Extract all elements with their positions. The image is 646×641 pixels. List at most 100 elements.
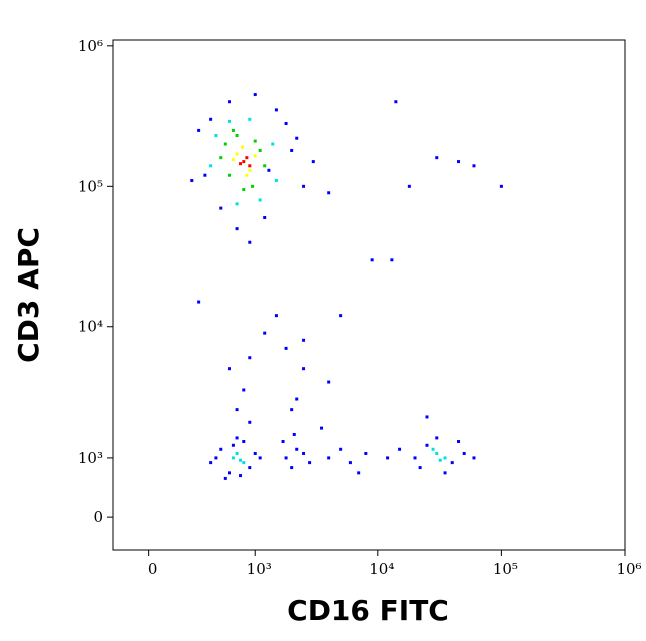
event-dot	[241, 145, 245, 149]
event-dot	[197, 128, 201, 132]
event-dot	[248, 420, 252, 424]
event-dot	[242, 439, 246, 443]
event-dot	[251, 184, 255, 188]
event-dot	[450, 461, 454, 465]
event-dot	[258, 148, 262, 152]
y-axis-label: CD3 APC	[12, 227, 45, 363]
event-dot	[235, 227, 239, 231]
event-dot	[302, 451, 306, 455]
event-dot	[223, 142, 227, 146]
event-dot	[274, 314, 278, 318]
event-dot	[284, 456, 288, 460]
event-dot	[327, 380, 331, 384]
event-dot	[239, 474, 243, 478]
event-dot	[274, 179, 278, 183]
event-dot	[339, 447, 343, 451]
event-dot	[327, 191, 331, 195]
event-dot	[263, 216, 267, 220]
event-dot	[235, 134, 239, 138]
event-dot	[231, 128, 235, 132]
event-dot	[214, 134, 218, 138]
event-dot	[203, 173, 207, 177]
event-dot	[364, 451, 368, 455]
event-dot	[290, 408, 294, 412]
x-tick-label: 10⁵	[493, 560, 518, 578]
event-dot	[435, 156, 439, 160]
event-dot	[435, 451, 439, 455]
event-dot	[290, 148, 294, 152]
event-dot	[295, 447, 299, 451]
event-dot	[253, 139, 257, 143]
event-dot	[248, 356, 252, 360]
event-dot	[263, 331, 267, 335]
event-dot	[472, 456, 476, 460]
event-dot	[248, 117, 252, 121]
event-dot	[327, 456, 331, 460]
event-dot	[295, 397, 299, 401]
event-dot	[413, 456, 417, 460]
event-dot	[242, 187, 246, 191]
event-dot	[431, 447, 435, 451]
x-tick-label: 10⁴	[369, 560, 394, 578]
event-dot	[235, 408, 239, 412]
event-dot	[425, 415, 429, 419]
x-tick-label: 10⁶	[616, 560, 641, 578]
event-dot	[219, 206, 223, 210]
event-dot	[223, 476, 227, 480]
y-tick-label: 10³	[78, 449, 103, 467]
event-dot	[245, 173, 249, 177]
event-dot	[348, 461, 352, 465]
plot-frame	[112, 39, 626, 551]
event-dot	[209, 461, 213, 465]
y-tick-label: 10⁵	[78, 177, 103, 195]
event-dot	[258, 198, 262, 202]
event-dot	[499, 184, 503, 188]
event-dot	[209, 164, 213, 168]
event-dot	[227, 173, 231, 177]
event-dot	[263, 164, 267, 168]
event-dot	[227, 100, 231, 104]
event-dot	[295, 136, 299, 140]
x-tick-label: 10³	[247, 560, 272, 578]
event-dot	[320, 426, 324, 430]
event-dot	[253, 451, 257, 455]
event-dot	[271, 142, 275, 146]
event-dot	[390, 258, 394, 262]
event-dot	[235, 202, 239, 206]
event-dot	[214, 456, 218, 460]
event-dot	[239, 458, 243, 462]
event-dot	[302, 338, 306, 342]
event-dot	[231, 443, 235, 447]
event-dot	[219, 156, 223, 160]
event-dot	[407, 184, 411, 188]
event-dot	[462, 451, 466, 455]
y-tick-label: 0	[93, 508, 103, 526]
event-dot	[457, 160, 461, 164]
y-tick-label: 10⁴	[78, 318, 103, 336]
event-dot	[457, 439, 461, 443]
event-dot	[386, 456, 390, 460]
event-dot	[308, 461, 312, 465]
event-dot	[227, 119, 231, 123]
x-axis-label: CD16 FITC	[287, 594, 449, 627]
event-dot	[339, 314, 343, 318]
event-dot	[219, 447, 223, 451]
event-dot	[235, 451, 239, 455]
event-dot	[248, 466, 252, 470]
event-dot	[248, 168, 252, 172]
event-dot	[227, 471, 231, 475]
event-dot	[248, 164, 252, 168]
event-dot	[394, 100, 398, 104]
event-dot	[242, 388, 246, 392]
event-dot	[190, 179, 194, 183]
event-dot	[398, 447, 402, 451]
event-dot	[227, 367, 231, 371]
event-dot	[435, 436, 439, 440]
event-dot	[274, 108, 278, 112]
event-dot	[370, 258, 374, 262]
event-dot	[302, 184, 306, 188]
event-dot	[242, 160, 246, 164]
event-dot	[197, 300, 201, 304]
